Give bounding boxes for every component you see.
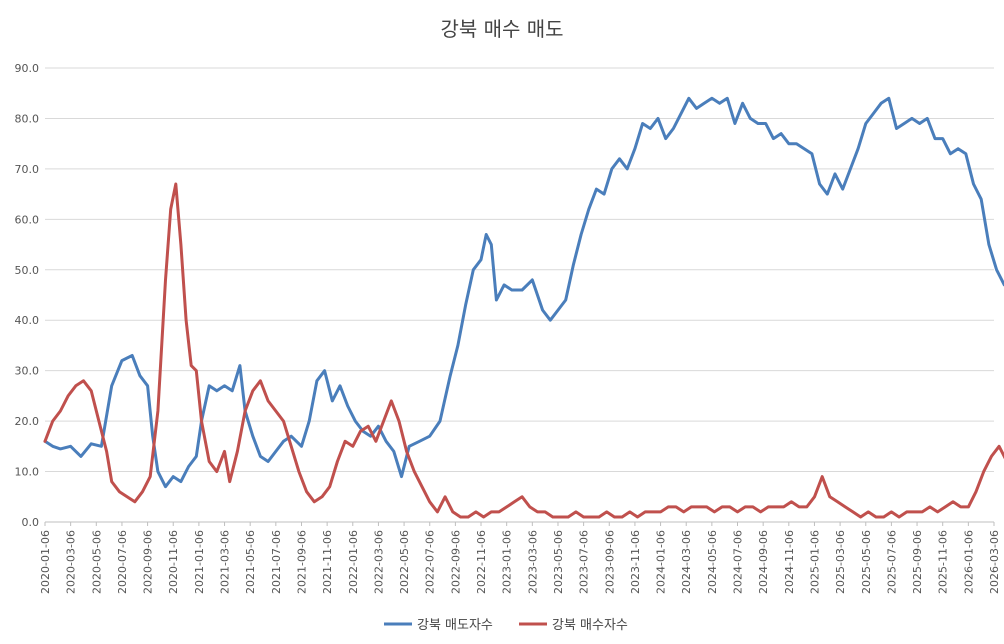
x-tick-label: 2020-03-06 [65,530,78,594]
y-tick-label: 30.0 [15,365,40,378]
x-tick-label: 2024-01-06 [655,530,668,594]
x-tick-label: 2023-03-06 [526,530,539,594]
x-tick-label: 2023-07-06 [578,530,591,594]
y-tick-label: 50.0 [15,264,40,277]
x-tick-label: 2021-05-06 [244,530,257,594]
chart-title: 강북 매수 매도 [440,17,563,41]
x-tick-label: 2020-01-06 [39,530,52,594]
x-tick-label: 2021-09-06 [295,530,308,594]
x-axis: 2020-01-06 2020-03-06 2020-05-06 2020-07-06… [39,522,1001,594]
x-tick-label: 2020-11-06 [167,530,180,594]
y-tick-label: 80.0 [15,112,40,125]
series-lines [43,96,1004,519]
x-tick-label: 2025-01-06 [808,530,821,594]
x-tick-label: 2022-05-06 [398,530,411,594]
x-tick-label: 2024-07-06 [732,530,745,594]
x-tick-label: 2021-11-06 [321,530,334,594]
series-line-sell [43,96,1004,489]
y-tick-label: 20.0 [15,415,40,428]
x-tick-label: 2022-11-06 [475,530,488,594]
legend-label-sell: 강북 매도자수 [417,618,493,633]
x-tick-label: 2021-01-06 [193,530,206,594]
x-tick-label: 2024-05-06 [706,530,719,594]
x-tick-label: 2020-07-06 [116,530,129,594]
x-tick-label: 2023-05-06 [552,530,565,594]
x-tick-label: 2023-11-06 [629,530,642,594]
x-tick-label: 2023-09-06 [603,530,616,594]
gridlines [45,67,994,523]
x-tick-label: 2024-09-06 [757,530,770,594]
x-tick-label: 2025-03-06 [834,530,847,594]
y-axis: 0.0 10.0 20.0 30.0 40.0 50.0 60.0 70.0 80.0 90.0 [15,62,40,529]
y-tick-label: 10.0 [15,466,40,479]
legend: 강북 매도자수 강북 매수자수 [384,618,628,633]
x-tick-label: 2021-03-06 [219,530,232,594]
x-tick-label: 2021-07-06 [270,530,283,594]
x-tick-label: 2022-01-06 [347,530,360,594]
x-tick-label: 2022-09-06 [449,530,462,594]
x-tick-label: 2020-09-06 [142,530,155,594]
x-tick-label: 2024-11-06 [783,530,796,594]
x-tick-label: 2020-05-06 [90,530,103,594]
x-tick-label: 2024-03-06 [680,530,693,594]
y-tick-label: 40.0 [15,314,40,327]
legend-label-buy: 강북 매수자수 [552,618,628,633]
x-tick-label: 2025-05-06 [860,530,873,594]
x-tick-label: 2025-11-06 [937,530,950,594]
x-tick-label: 2026-01-06 [962,530,975,594]
y-tick-label: 0.0 [22,516,40,529]
x-tick-label: 2022-03-06 [372,530,385,594]
x-tick-label: 2026-03-06 [988,530,1001,594]
x-tick-label: 2023-01-06 [501,530,514,594]
y-tick-label: 70.0 [15,163,40,176]
x-tick-label: 2022-07-06 [424,530,437,594]
x-tick-label: 2025-07-06 [885,530,898,594]
x-tick-label: 2025-09-06 [911,530,924,594]
series-line-buy [43,182,1004,519]
y-tick-label: 60.0 [15,213,40,226]
y-tick-label: 90.0 [15,62,40,75]
